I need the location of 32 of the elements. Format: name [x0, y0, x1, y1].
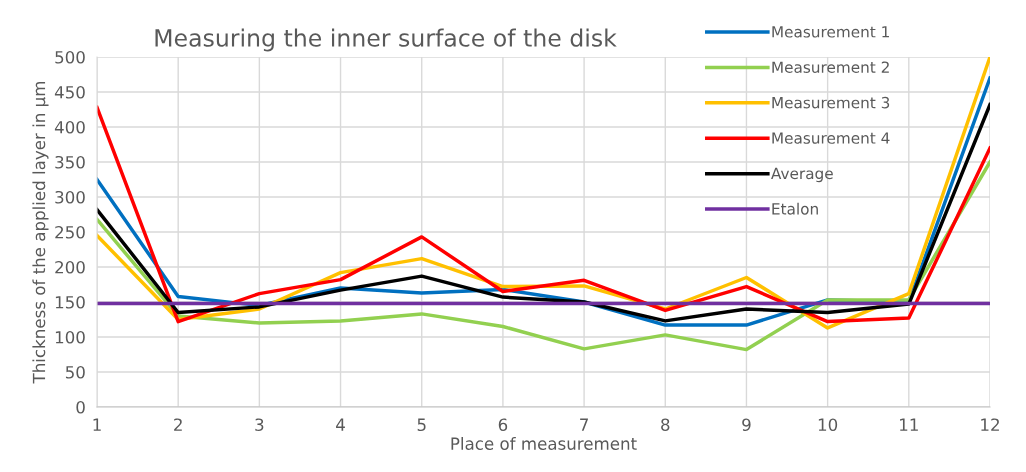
x-tick-label: 2: [174, 418, 182, 431]
legend-label: Etalon: [772, 202, 818, 215]
x-tick-label: 5: [417, 418, 426, 432]
y-tick-label: 500: [55, 50, 85, 64]
legend-label: Measurement 3: [772, 96, 890, 109]
y-axis-title: Thickness of the applied layer in µm: [32, 81, 49, 384]
legend-label: Measurement 1: [772, 26, 889, 38]
y-tick-label: 100: [55, 330, 85, 344]
y-tick-label: 350: [55, 155, 85, 169]
y-tick-label: 300: [55, 190, 85, 204]
y-tick-label: 200: [55, 260, 85, 274]
y-tick-label: 150: [55, 295, 85, 309]
x-tick-label: 10: [818, 418, 838, 432]
x-tick-label: 7: [580, 418, 588, 431]
y-tick-label: 450: [54, 85, 85, 99]
y-tick-label: 250: [55, 225, 85, 239]
x-tick-label: 3: [255, 418, 264, 432]
legend-label: Average: [771, 167, 833, 183]
x-tick-label: 11: [900, 418, 918, 431]
x-tick-label: 1: [93, 418, 101, 431]
x-tick-label: 6: [498, 418, 508, 432]
x-tick-label: 12: [981, 418, 999, 431]
x-tick-label: 9: [742, 418, 751, 432]
legend-label: Measurement 4: [772, 132, 890, 144]
x-axis-title: Place of measurement: [451, 437, 637, 450]
x-tick-label: 8: [661, 418, 670, 432]
y-tick-label: 0: [76, 400, 85, 414]
x-tick-label: 4: [336, 418, 345, 431]
chart-title: Measuring the inner surface of the disk: [155, 28, 617, 52]
legend-label: Measurement 2: [772, 61, 889, 73]
y-tick-label: 50: [65, 365, 85, 379]
y-tick-label: 400: [54, 120, 85, 134]
